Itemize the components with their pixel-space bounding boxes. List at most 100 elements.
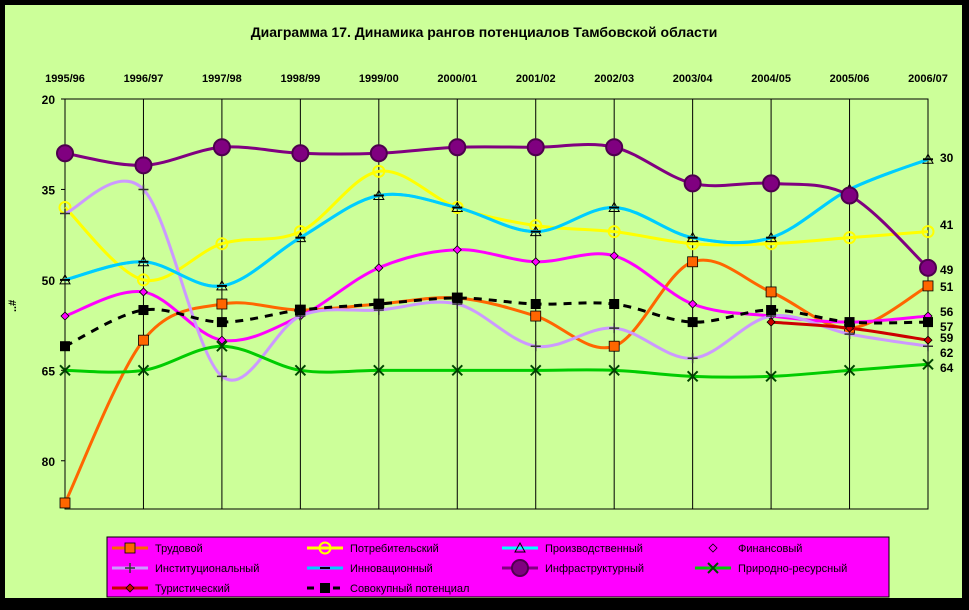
data-point <box>374 263 384 273</box>
data-point <box>708 543 718 553</box>
data-point <box>125 563 135 573</box>
data-point <box>60 311 70 321</box>
x-tick-label: 1997/98 <box>202 73 242 85</box>
y-tick-labels: 20 35 50 65 80 <box>42 93 65 469</box>
data-point <box>688 299 698 309</box>
series <box>56 138 937 277</box>
data-point <box>843 231 857 245</box>
data-point <box>511 559 529 577</box>
data-point <box>526 138 545 157</box>
data-point <box>295 305 306 316</box>
end-label: 51 <box>940 280 954 294</box>
data-point <box>136 273 150 287</box>
end-label: 30 <box>940 151 954 165</box>
data-point <box>217 335 227 345</box>
chart-title: Диаграмма 17. Динамика рангов потенциало… <box>251 24 718 40</box>
data-point <box>922 280 934 292</box>
data-point <box>212 138 231 157</box>
x-tick-label: 2002/03 <box>594 73 634 85</box>
data-point <box>687 353 698 364</box>
data-point <box>609 323 620 334</box>
data-point <box>919 258 937 277</box>
data-point <box>531 257 541 267</box>
data-point <box>687 256 699 268</box>
legend-label: Инновационный <box>350 563 433 575</box>
data-point <box>923 317 933 328</box>
data-point <box>373 364 385 377</box>
legend-label: Финансовый <box>738 543 802 555</box>
data-point <box>707 562 719 574</box>
end-label: 64 <box>940 361 954 375</box>
x-tick-label: 2005/06 <box>830 73 870 85</box>
data-point <box>216 317 227 328</box>
legend-entry: Инфраструктурный <box>502 559 644 577</box>
x-tick-labels: 1995/96 1996/97 1997/98 1998/99 1999/00 2000/… <box>45 73 948 85</box>
data-point <box>291 144 310 163</box>
data-point <box>59 364 71 377</box>
data-point <box>448 138 467 157</box>
x-tick-label: 2004/05 <box>751 73 791 85</box>
data-point <box>605 138 624 157</box>
legend-entry: Инновационный <box>307 563 433 575</box>
legend-entry: Природно-ресурсный <box>695 562 847 575</box>
legend-label: Институциональный <box>155 563 259 575</box>
data-point <box>762 174 781 193</box>
legend-label: Потребительский <box>350 543 439 555</box>
end-label: 41 <box>940 218 954 232</box>
y-tick-label: 65 <box>42 364 56 378</box>
x-tick-label: 2000/01 <box>437 73 477 85</box>
data-point <box>216 340 228 352</box>
legend-label: Природно-ресурсный <box>738 563 847 575</box>
data-point <box>765 370 777 383</box>
data-point <box>514 541 526 553</box>
data-point <box>294 364 307 377</box>
y-tick-label: 80 <box>42 455 56 469</box>
data-point <box>530 364 542 377</box>
legend-label: Совокупный потенциал <box>350 583 469 595</box>
data-point <box>372 164 386 178</box>
end-label: 57 <box>940 320 954 334</box>
end-label: 62 <box>940 346 954 360</box>
data-point <box>609 251 619 261</box>
data-point <box>452 245 462 255</box>
x-tick-label: 1996/97 <box>124 73 164 85</box>
legend-entry: Трудовой <box>112 542 203 555</box>
x-tick-label: 2006/07 <box>908 73 948 85</box>
data-point <box>59 497 71 509</box>
x-tick-label: 1995/96 <box>45 73 85 85</box>
data-point <box>60 208 70 219</box>
series-line <box>64 157 929 288</box>
data-point <box>766 317 776 327</box>
data-point <box>844 317 855 328</box>
series-line <box>64 344 929 379</box>
end-label: 56 <box>940 305 954 319</box>
data-point <box>138 334 149 346</box>
data-point <box>843 364 856 377</box>
data-point <box>608 364 620 377</box>
end-label: 49 <box>940 263 954 277</box>
data-point <box>923 335 933 345</box>
y-axis-label: ..# <box>7 300 19 312</box>
series <box>59 340 934 383</box>
data-point <box>138 305 149 316</box>
data-point <box>765 286 777 298</box>
legend-entry: Производственный <box>502 541 643 555</box>
y-tick-label: 50 <box>42 274 56 288</box>
data-point <box>369 144 388 163</box>
series <box>766 317 933 345</box>
data-point <box>840 186 859 205</box>
legend-entry: Финансовый <box>695 543 802 555</box>
data-point <box>451 364 463 377</box>
x-tick-label: 2001/02 <box>516 73 556 85</box>
data-point <box>530 299 541 309</box>
data-point <box>216 298 228 310</box>
data-point <box>608 340 620 352</box>
legend-entry: Институциональный <box>112 563 259 575</box>
legend-entry: Туристический <box>112 583 230 595</box>
y-tick-label: 20 <box>42 93 56 107</box>
series-group <box>56 138 937 509</box>
data-point <box>216 371 227 382</box>
y-tick-label: 35 <box>42 183 56 197</box>
